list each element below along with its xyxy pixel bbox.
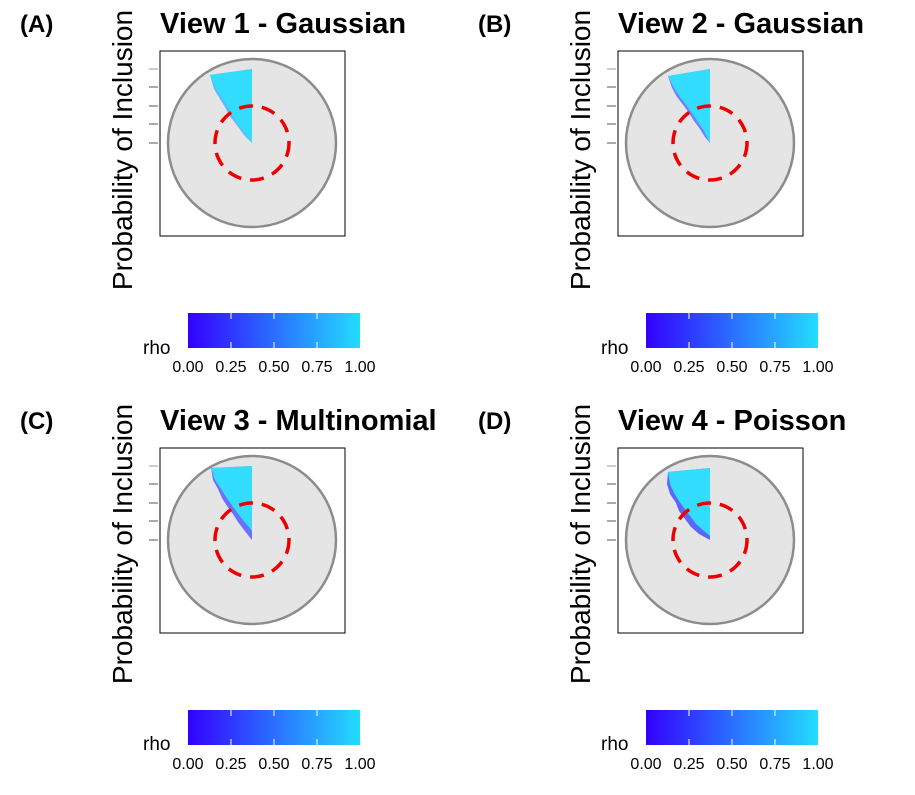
colorbar-title: rho — [143, 734, 170, 755]
rho-colorbar: rho 0.00 0.25 0.50 0.75 1.00 — [601, 710, 834, 773]
y-axis-ticks — [149, 68, 158, 144]
colorbar-tick-label: 1.00 — [344, 359, 375, 376]
colorbar-tick-label: 0.50 — [258, 359, 289, 376]
colorbar-tick-label: 0.00 — [172, 756, 203, 773]
dashed-circle — [671, 501, 749, 579]
wedge-high-rho — [210, 69, 252, 143]
panel-title: View 2 - Gaussian — [618, 8, 864, 40]
panel-letter: (C) — [20, 408, 53, 435]
rho-colorbar: rho 0.00 0.25 0.50 0.75 1.00 — [143, 710, 376, 773]
y-axis-ticks — [607, 465, 616, 541]
panel-title: View 1 - Gaussian — [160, 8, 406, 40]
colorbar-tick-label: 0.50 — [258, 756, 289, 773]
dashed-circle — [213, 501, 291, 579]
colorbar-tick-label: 0.25 — [215, 359, 246, 376]
y-axis-label: Probability of Inclusion — [107, 404, 138, 684]
panel-letter: (B) — [478, 11, 511, 38]
y-axis-label: Probability of Inclusion — [565, 10, 596, 290]
panel-d: (D) View 4 - Poisson Probability of Incl… — [478, 404, 846, 773]
colorbar-tick-label: 0.00 — [630, 359, 661, 376]
panel-a: (A) View 1 - Gaussian Probability of Inc… — [20, 8, 406, 376]
wedge-high-rho — [668, 69, 710, 143]
panel-title: View 4 - Poisson — [618, 405, 846, 437]
colorbar-tick-label: 0.00 — [630, 756, 661, 773]
y-axis-ticks — [607, 68, 616, 144]
colorbar-tick-label: 0.75 — [301, 756, 332, 773]
dashed-circle — [671, 104, 749, 182]
colorbar-tick-label: 0.75 — [759, 359, 790, 376]
colorbar-title: rho — [601, 338, 628, 359]
panel-b: (B) View 2 - Gaussian Probability of Inc… — [478, 8, 864, 376]
rho-colorbar: rho 0.00 0.25 0.50 0.75 1.00 — [143, 313, 376, 376]
colorbar-tick-label: 0.25 — [215, 756, 246, 773]
colorbar-tick-label: 0.50 — [716, 359, 747, 376]
y-axis-ticks — [149, 465, 158, 541]
colorbar-tick-label: 1.00 — [802, 359, 833, 376]
colorbar-tick-label: 1.00 — [344, 756, 375, 773]
colorbar-tick-label: 0.25 — [673, 359, 704, 376]
colorbar-tick-label: 0.00 — [172, 359, 203, 376]
panel-letter: (D) — [478, 408, 511, 435]
y-axis-label: Probability of Inclusion — [107, 10, 138, 290]
wedge-high-rho — [211, 466, 252, 540]
colorbar-title: rho — [601, 734, 628, 755]
colorbar-tick-label: 0.75 — [301, 359, 332, 376]
panel-letter: (A) — [20, 11, 53, 38]
colorbar-tick-label: 0.50 — [716, 756, 747, 773]
wedge-high-rho — [668, 468, 710, 540]
colorbar-tick-label: 1.00 — [802, 756, 833, 773]
colorbar-tick-label: 0.75 — [759, 756, 790, 773]
rho-colorbar: rho 0.00 0.25 0.50 0.75 1.00 — [601, 313, 834, 376]
y-axis-label: Probability of Inclusion — [565, 404, 596, 684]
colorbar-tick-label: 0.25 — [673, 756, 704, 773]
dashed-circle — [213, 104, 291, 182]
colorbar-title: rho — [143, 338, 170, 359]
panel-c: (C) View 3 - Multinomial Probability of … — [20, 404, 437, 773]
panel-title: View 3 - Multinomial — [160, 405, 437, 437]
